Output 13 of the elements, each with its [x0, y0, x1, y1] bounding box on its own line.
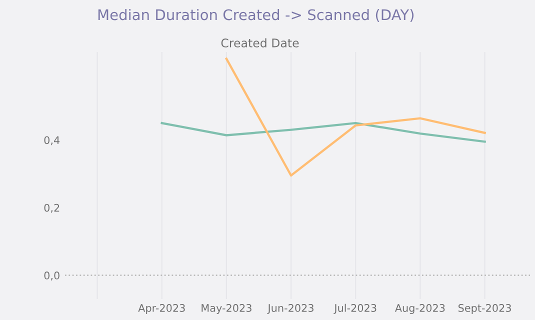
- y-tick-label: 0,2: [44, 204, 60, 213]
- x-tick-label: May-2023: [202, 304, 252, 314]
- x-tick-label: Jul-2023: [334, 304, 376, 314]
- y-tick-label: 0,0: [44, 272, 60, 280]
- x2-axis-title: Created Date: [221, 38, 299, 48]
- x-tick-label: Apr-2023: [138, 304, 185, 314]
- x-tick-label: Jun-2023: [267, 304, 314, 314]
- x-tick-label: Aug-2023: [394, 304, 445, 314]
- y-tick-label: 0,4: [44, 136, 60, 146]
- x-tick-label: Sept-2023: [458, 304, 511, 314]
- chart-title: Median Duration Created -> Scanned (DAY): [98, 8, 414, 22]
- line-series: [160, 122, 486, 143]
- line-series: [225, 58, 486, 177]
